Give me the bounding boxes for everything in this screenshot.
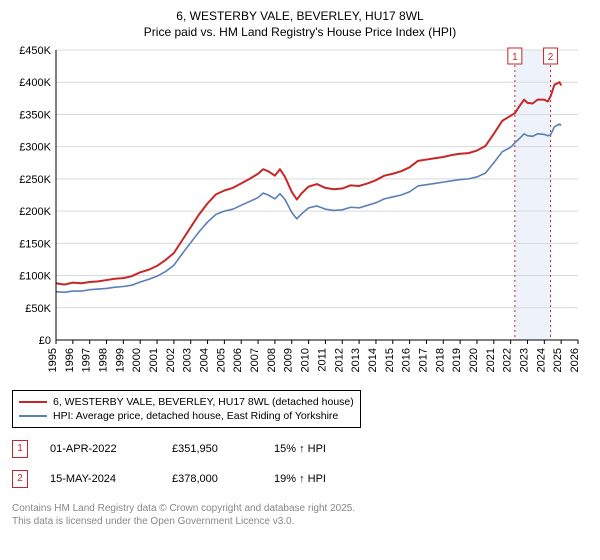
legend-row-2: HPI: Average price, detached house, East…: [19, 409, 354, 423]
svg-text:2026: 2026: [569, 348, 581, 372]
event-row-1: 1 01-APR-2022 £351,950 15% ↑ HPI: [12, 436, 588, 466]
svg-text:£300K: £300K: [19, 142, 51, 154]
svg-text:2017: 2017: [417, 348, 429, 372]
svg-text:1997: 1997: [81, 348, 93, 372]
svg-text:2005: 2005: [215, 348, 227, 372]
legend-label-1: 6, WESTERBY VALE, BEVERLEY, HU17 8WL (de…: [53, 396, 354, 408]
chart-title: 6, WESTERBY VALE, BEVERLEY, HU17 8WL Pri…: [12, 8, 588, 40]
footer-note: Contains HM Land Registry data © Crown c…: [12, 502, 588, 528]
legend-swatch-1: [19, 401, 47, 403]
event-row-2: 2 15-MAY-2024 £378,000 19% ↑ HPI: [12, 466, 588, 496]
svg-text:2021: 2021: [485, 348, 497, 372]
title-line-1: 6, WESTERBY VALE, BEVERLEY, HU17 8WL: [176, 9, 423, 23]
event-marker-1: 1: [12, 440, 28, 458]
svg-text:2022: 2022: [502, 348, 514, 372]
line-chart: £0 £50K £100K £150K £200K £250K £300K £350K £400…: [12, 44, 588, 384]
svg-text:2025: 2025: [552, 348, 564, 372]
svg-text:2003: 2003: [182, 348, 194, 372]
svg-text:£350K: £350K: [19, 110, 51, 122]
svg-text:£150K: £150K: [19, 239, 51, 251]
svg-text:2014: 2014: [367, 348, 379, 372]
svg-text:2015: 2015: [384, 348, 396, 372]
svg-text:2009: 2009: [283, 348, 295, 372]
svg-text:2001: 2001: [148, 348, 160, 372]
svg-text:2002: 2002: [165, 348, 177, 372]
svg-text:£0: £0: [39, 335, 51, 347]
svg-text:£200K: £200K: [19, 206, 51, 218]
svg-text:2024: 2024: [535, 348, 547, 372]
svg-text:1999: 1999: [114, 348, 126, 372]
event-date-2: 15-MAY-2024: [50, 473, 150, 485]
svg-text:2013: 2013: [350, 348, 362, 372]
svg-text:2010: 2010: [300, 348, 312, 372]
svg-text:2018: 2018: [434, 348, 446, 372]
footer-line-1: Contains HM Land Registry data © Crown c…: [12, 503, 355, 514]
svg-text:2019: 2019: [451, 348, 463, 372]
svg-text:2023: 2023: [518, 348, 530, 372]
svg-text:1996: 1996: [64, 348, 76, 372]
events-table: 1 01-APR-2022 £351,950 15% ↑ HPI 2 15-MA…: [12, 436, 588, 496]
svg-text:2008: 2008: [266, 348, 278, 372]
legend-row-1: 6, WESTERBY VALE, BEVERLEY, HU17 8WL (de…: [19, 395, 354, 409]
svg-text:£400K: £400K: [19, 78, 51, 90]
event-marker-2: 2: [12, 470, 28, 488]
title-line-2: Price paid vs. HM Land Registry's House …: [144, 25, 456, 39]
svg-text:2012: 2012: [333, 348, 345, 372]
event-price-2: £378,000: [172, 473, 252, 485]
svg-text:2011: 2011: [316, 348, 328, 372]
legend-label-2: HPI: Average price, detached house, East…: [53, 410, 338, 422]
svg-text:2004: 2004: [199, 348, 211, 372]
svg-text:£50K: £50K: [25, 303, 51, 315]
event-price-1: £351,950: [172, 443, 252, 455]
svg-text:1998: 1998: [98, 348, 110, 372]
legend-swatch-2: [19, 415, 47, 417]
legend: 6, WESTERBY VALE, BEVERLEY, HU17 8WL (de…: [12, 390, 361, 428]
event-diff-1: 15% ↑ HPI: [274, 443, 374, 455]
svg-text:2020: 2020: [468, 348, 480, 372]
svg-text:2006: 2006: [232, 348, 244, 372]
event-diff-2: 19% ↑ HPI: [274, 473, 374, 485]
svg-text:£250K: £250K: [19, 174, 51, 186]
svg-text:1995: 1995: [47, 348, 59, 372]
svg-text:1: 1: [512, 52, 518, 63]
event-date-1: 01-APR-2022: [50, 443, 150, 455]
svg-text:2007: 2007: [249, 348, 261, 372]
svg-text:£450K: £450K: [19, 45, 51, 57]
svg-text:2016: 2016: [401, 348, 413, 372]
svg-text:2: 2: [548, 52, 554, 63]
footer-line-2: This data is licensed under the Open Gov…: [12, 516, 294, 527]
svg-text:£100K: £100K: [19, 271, 51, 283]
chart-container: 6, WESTERBY VALE, BEVERLEY, HU17 8WL Pri…: [0, 0, 600, 538]
svg-text:2000: 2000: [131, 348, 143, 372]
